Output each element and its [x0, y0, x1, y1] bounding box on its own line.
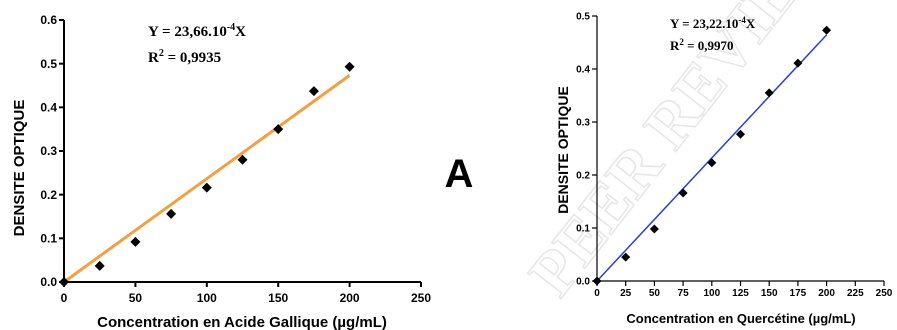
- x-tick-label: 75: [678, 288, 690, 299]
- data-point: [273, 124, 284, 135]
- data-point: [94, 260, 105, 271]
- x-tick-label: 100: [197, 291, 217, 305]
- chart-gallic-acid: 0 50 100 150 200 250 0.0 0.1 0.2 0.3 0.4 0.5 0.6 DEN…: [11, 13, 431, 330]
- plot-area-quercetin: 0 25 50 75 100 125 150 175 200 225 250 0.0 0.1 0.2 0.3…: [576, 12, 893, 300]
- data-point: [621, 252, 631, 262]
- r2-gallic-value: = 0,9935: [164, 50, 221, 66]
- r2-quercetin-value: = 0,9970: [684, 38, 734, 53]
- y-tick-label: 0.6: [40, 13, 57, 27]
- data-point: [649, 224, 659, 234]
- x-tick-label: 225: [847, 288, 864, 299]
- svg-text:Y = 23,22.10-4X: Y = 23,22.10-4X: [670, 15, 756, 31]
- y-tick-label: 0.4: [576, 65, 590, 76]
- equation-quercetin-exp: -4: [738, 15, 746, 25]
- x-tick-label: 250: [411, 291, 431, 305]
- plot-area-gallic: 0 50 100 150 200 250 0.0 0.1 0.2 0.3 0.4 0.5 0.6: [40, 13, 431, 305]
- data-point: [130, 236, 141, 247]
- svg-text:R2 = 0,9935: R2 = 0,9935: [148, 48, 221, 66]
- equation-quercetin-x: X: [746, 16, 756, 31]
- x-tick-label: 100: [703, 288, 720, 299]
- r2-quercetin-exp: 2: [679, 37, 684, 47]
- x-tick-label: 0: [61, 291, 68, 305]
- r2-quercetin-label: R: [670, 38, 680, 53]
- data-point: [201, 182, 212, 193]
- data-point: [678, 188, 688, 198]
- equation-quercetin-y: Y = 23,22.10: [670, 16, 738, 31]
- r2-gallic-label: R: [148, 50, 159, 66]
- equation-gallic-x: X: [235, 24, 246, 40]
- panel-letter: A: [445, 152, 474, 196]
- y-tick-label: 0.1: [576, 224, 590, 235]
- x-tick-label: 50: [649, 288, 661, 299]
- y-tick-label: 0.3: [576, 118, 590, 129]
- y-tick-label: 0.0: [40, 275, 57, 289]
- x-tick-label: 125: [732, 288, 749, 299]
- data-point: [59, 277, 69, 287]
- equation-quercetin: Y = 23,22.10-4X R2 = 0,9970: [670, 15, 756, 53]
- y-tick-label: 0.0: [576, 277, 590, 288]
- x-tick-label: 150: [268, 291, 288, 305]
- y-tick-label: 0.3: [40, 144, 57, 158]
- equation-gallic-y: Y = 23,66.10: [148, 24, 227, 40]
- data-point: [308, 86, 319, 97]
- fit-line: [596, 34, 828, 282]
- data-point: [166, 208, 177, 219]
- data-point: [707, 158, 717, 168]
- y-tick-label: 0.1: [40, 232, 57, 246]
- svg-text:Y = 23,66.10-4X: Y = 23,66.10-4X: [148, 22, 246, 40]
- x-tick-label: 50: [129, 291, 143, 305]
- data-point: [822, 25, 832, 35]
- data-point: [793, 58, 803, 68]
- y-axis-title-quercetin: DENSITE OPTIQUE: [555, 86, 571, 214]
- y-tick-label: 0.5: [576, 12, 590, 23]
- data-point: [764, 88, 774, 98]
- y-tick-label: 0.2: [40, 188, 57, 202]
- x-tick-label: 200: [818, 288, 835, 299]
- svg-text:R2 = 0,9970: R2 = 0,9970: [670, 37, 734, 53]
- x-tick-label: 250: [876, 288, 893, 299]
- data-point: [344, 61, 355, 72]
- x-tick-label: 200: [340, 291, 360, 305]
- equation-gallic-exp: -4: [227, 22, 235, 33]
- chart-quercetin: 0 25 50 75 100 125 150 175 200 225 250 0.0 0.1 0.2 0.3…: [555, 12, 893, 327]
- data-point: [592, 276, 602, 286]
- y-tick-label: 0.5: [40, 57, 57, 71]
- x-tick-label: 25: [620, 288, 632, 299]
- y-tick-label: 0.2: [576, 171, 590, 182]
- x-axis-title-quercetin: Concentration en Quercétine (µg/mL): [626, 311, 855, 326]
- y-tick-label: 0.4: [40, 101, 57, 115]
- r2-gallic-exp: 2: [159, 48, 164, 59]
- y-axis-title-gallic: DENSITE OPTIQUE: [11, 100, 28, 237]
- data-point: [237, 154, 248, 165]
- fit-line: [63, 74, 351, 284]
- equation-gallic: Y = 23,66.10-4X R2 = 0,9935: [148, 22, 246, 66]
- x-tick-label: 0: [594, 288, 600, 299]
- data-point: [736, 129, 745, 139]
- x-axis-title-gallic: Concentration en Acide Gallique (µg/mL): [97, 314, 387, 330]
- x-tick-label: 175: [790, 288, 807, 299]
- x-tick-label: 150: [761, 288, 778, 299]
